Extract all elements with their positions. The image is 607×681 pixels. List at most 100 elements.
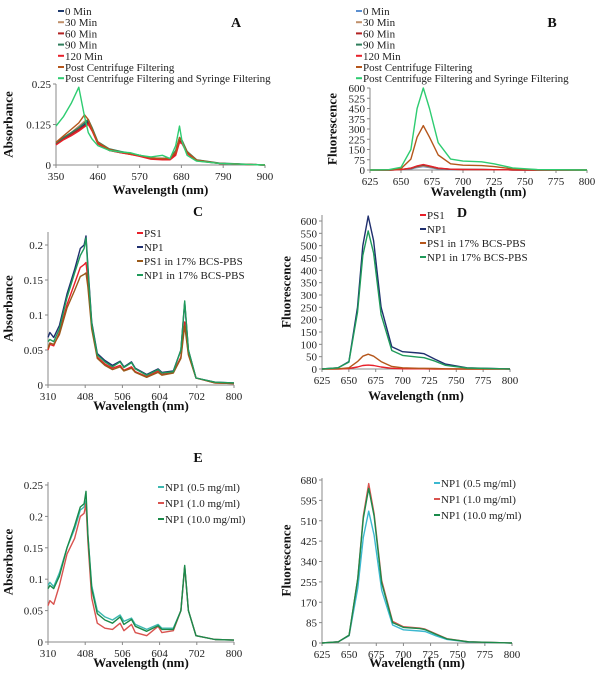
x-axis-title: Wavelength (nm): [93, 655, 189, 670]
y-tick-label: 0.25: [24, 480, 44, 492]
y-axis-title: Fluorescence: [279, 256, 294, 328]
panel-a: 350 460 570 680 790 900 0 0.125 0.25 Wavelength (…: [1, 6, 274, 197]
legend-label: NP1 (0.5 mg/ml): [441, 478, 516, 490]
y-tick-label: 300: [349, 124, 366, 136]
series-line-np1-10-0-mg-ml-: [47, 490, 235, 641]
legend-label: 30 Min: [363, 17, 396, 29]
x-tick-label: 900: [257, 171, 274, 183]
x-tick-label: 625: [362, 176, 379, 188]
legend-label: Post Centrifuge Filtering and Syringe Fi…: [65, 73, 271, 85]
x-tick-label: 790: [215, 171, 232, 183]
x-tick-label: 800: [504, 649, 521, 661]
legend-label: NP1 (10.0 mg/ml): [441, 510, 522, 522]
legend-label: 60 Min: [65, 28, 98, 40]
y-tick-label: 50: [306, 352, 318, 364]
series-line-ps1-in-17-bcs-pbs: [321, 353, 510, 370]
x-axis-title: Wavelength (nm): [113, 182, 209, 197]
y-tick-label: 0: [312, 638, 318, 650]
y-tick-label: 680: [301, 475, 318, 487]
y-axis-title: Absorbance: [1, 529, 16, 596]
y-tick-label: 200: [301, 315, 318, 327]
legend: NP1 (0.5 mg/ml) NP1 (1.0 mg/ml) NP1 (10.0 …: [158, 482, 246, 526]
legend-label: NP1 (10.0 mg/ml): [165, 514, 246, 526]
legend-label: PS1: [427, 210, 445, 222]
y-tick-label: 75: [354, 155, 366, 167]
y-axis-title: Fluorescence: [325, 93, 340, 165]
y-tick-label: 225: [349, 134, 366, 146]
series-line-post-centrifuge-filtering-and-syringe-filtering: [369, 87, 588, 171]
x-axis-title: Wavelength (nm): [93, 398, 189, 413]
x-tick-label: 775: [548, 176, 565, 188]
x-tick-label: 700: [455, 176, 472, 188]
legend-label: NP1 in 17% BCS-PBS: [427, 252, 528, 264]
y-tick-label: 0.15: [24, 275, 44, 287]
legend-label: 0 Min: [65, 6, 92, 18]
y-tick-label: 510: [301, 516, 318, 528]
x-tick-label: 625: [314, 375, 331, 387]
x-tick-label: 408: [77, 391, 94, 403]
series-line-120-min: [370, 163, 587, 171]
y-tick-label: 375: [349, 114, 366, 126]
x-tick-label: 310: [40, 648, 57, 660]
x-tick-label: 725: [422, 649, 439, 661]
y-tick-label: 255: [301, 577, 318, 589]
y-tick-label: 250: [301, 302, 318, 314]
legend-label: 120 Min: [363, 51, 401, 63]
y-tick-label: 350: [301, 278, 318, 290]
y-tick-label: 0: [38, 380, 44, 392]
y-tick-label: 0.1: [29, 574, 43, 586]
x-tick-label: 775: [477, 649, 494, 661]
x-tick-label: 408: [77, 648, 94, 660]
series-line-np1-0-5-mg-ml-: [321, 510, 513, 644]
x-axis-title: Wavelength (nm): [368, 388, 464, 403]
x-tick-label: 506: [114, 391, 131, 403]
y-tick-label: 0.15: [24, 543, 44, 555]
y-tick-label: 0: [38, 637, 44, 649]
legend-label: 90 Min: [65, 40, 98, 52]
legend: NP1 (0.5 mg/ml) NP1 (1.0 mg/ml) NP1 (10.0 …: [434, 478, 522, 522]
panel-title: D: [457, 206, 467, 221]
x-tick-label: 700: [395, 649, 412, 661]
x-tick-label: 700: [394, 375, 411, 387]
x-tick-label: 702: [189, 391, 206, 403]
x-tick-label: 310: [40, 391, 57, 403]
y-tick-label: 450: [349, 104, 366, 116]
x-tick-label: 460: [90, 171, 107, 183]
x-tick-label: 675: [368, 649, 385, 661]
x-tick-label: 570: [131, 171, 148, 183]
legend-label: PS1: [144, 228, 162, 240]
panel-title: B: [547, 16, 556, 31]
x-tick-label: 604: [151, 648, 168, 660]
panel-e: 310 408 506 604 702 800 0 0.05 0.1 0.15 0.2 0.25 Wav…: [1, 451, 246, 670]
y-tick-label: 600: [301, 216, 318, 228]
x-tick-label: 604: [151, 391, 168, 403]
x-tick-label: 650: [341, 375, 358, 387]
x-tick-label: 725: [486, 176, 503, 188]
x-tick-label: 800: [579, 176, 596, 188]
x-tick-label: 675: [424, 176, 441, 188]
panel-title: A: [231, 16, 242, 31]
y-axis-title: Absorbance: [1, 91, 16, 158]
y-tick-label: 0.2: [29, 511, 43, 523]
x-tick-label: 800: [502, 375, 519, 387]
y-tick-label: 500: [301, 241, 318, 253]
y-tick-label: 0: [312, 364, 318, 376]
y-tick-label: 400: [301, 265, 318, 277]
y-tick-label: 0: [360, 165, 366, 177]
x-tick-label: 625: [314, 649, 331, 661]
legend-label: PS1 in 17% BCS-PBS: [144, 256, 243, 268]
series-line-np1-in-17-bcs-pbs: [47, 237, 235, 384]
x-tick-label: 750: [517, 176, 534, 188]
series-line-post-centrifuge-filtering: [369, 124, 588, 171]
y-tick-label: 595: [301, 495, 318, 507]
legend-label: NP1 (1.0 mg/ml): [441, 494, 516, 506]
x-tick-label: 702: [189, 648, 206, 660]
x-tick-label: 800: [226, 648, 243, 660]
y-tick-label: 170: [301, 597, 318, 609]
y-tick-label: 100: [301, 339, 318, 351]
legend-label: 60 Min: [363, 28, 396, 40]
y-tick-label: 0.2: [29, 240, 43, 252]
